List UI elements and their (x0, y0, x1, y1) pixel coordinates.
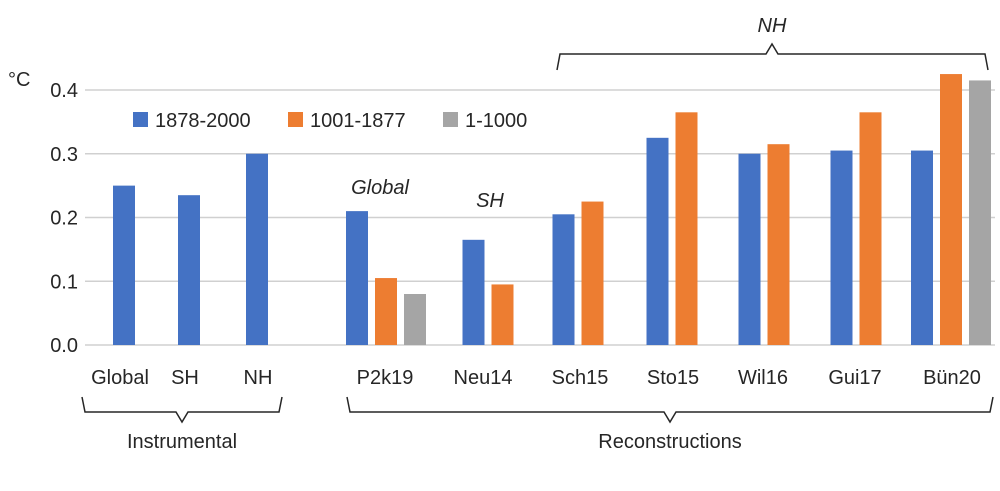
instrumental-brace (81, 396, 283, 424)
y-tick-label: 0.1 (50, 271, 78, 293)
group-label-reconstructions: Reconstructions (598, 431, 741, 453)
bar-gui17-1001-1877 (859, 112, 882, 345)
legend-swatch (133, 112, 148, 127)
bar-nh-1878-2000 (246, 153, 268, 345)
group-label-instrumental: Instrumental (127, 431, 237, 453)
bar-neu14-1878-2000 (462, 239, 485, 345)
bar-wil16-1878-2000 (738, 153, 761, 345)
bar-bün20-1878-2000 (911, 150, 933, 345)
legend-label: 1001-1877 (310, 110, 406, 132)
legend-swatch (288, 112, 303, 127)
x-tick-label: Wil16 (738, 367, 788, 389)
x-tick-label: Gui17 (828, 367, 881, 389)
bar-sto15-1001-1877 (675, 112, 698, 345)
annotation-nh: NH (758, 15, 787, 37)
x-tick-label: Sto15 (647, 367, 699, 389)
legend-label: 1878-2000 (155, 110, 251, 132)
bar-sh-1878-2000 (178, 195, 200, 345)
annotation-global: Global (351, 177, 409, 199)
bar-p2k19-1878-2000 (346, 211, 368, 345)
bar-sch15-1878-2000 (552, 214, 575, 345)
y-tick-label: 0.3 (50, 144, 78, 166)
y-tick-labels: 0.0 0.1 0.2 0.3 0.4 (50, 80, 78, 357)
x-tick-label: Global (91, 367, 149, 389)
legend-label: 1-1000 (465, 110, 527, 132)
bar-sto15-1878-2000 (646, 137, 669, 345)
bar-p2k19-1001-1877 (375, 278, 397, 345)
bars (113, 74, 991, 345)
annotation-sh: SH (476, 190, 504, 212)
legend: 1878-2000 1001-1877 1-1000 (133, 110, 527, 132)
bar-bün20-1001-1877 (940, 74, 962, 345)
x-tick-label: Sch15 (552, 367, 609, 389)
x-tick-label: Neu14 (454, 367, 513, 389)
bar-gui17-1878-2000 (830, 150, 853, 345)
bar-wil16-1001-1877 (767, 144, 790, 345)
y-tick-label: 0.0 (50, 335, 78, 357)
x-tick-label: Bün20 (923, 367, 981, 389)
x-tick-label: P2k19 (357, 367, 414, 389)
y-tick-label: 0.4 (50, 80, 78, 102)
y-axis-label: °C (8, 69, 30, 91)
reconstructions-brace (346, 396, 994, 424)
bar-sch15-1001-1877 (581, 201, 604, 345)
bar-global-1878-2000 (113, 185, 135, 345)
bar-p2k19-1-1000 (404, 294, 426, 345)
x-tick-label: SH (171, 367, 199, 389)
nh-brace (556, 42, 989, 71)
legend-swatch (443, 112, 458, 127)
x-tick-label: NH (244, 367, 273, 389)
x-tick-labels: Global SH NH P2k19 Neu14 Sch15 Sto15 Wil16 Gui17… (91, 367, 981, 389)
y-tick-label: 0.2 (50, 208, 78, 230)
bar-bün20-1-1000 (969, 80, 991, 345)
bar-neu14-1001-1877 (491, 284, 514, 345)
